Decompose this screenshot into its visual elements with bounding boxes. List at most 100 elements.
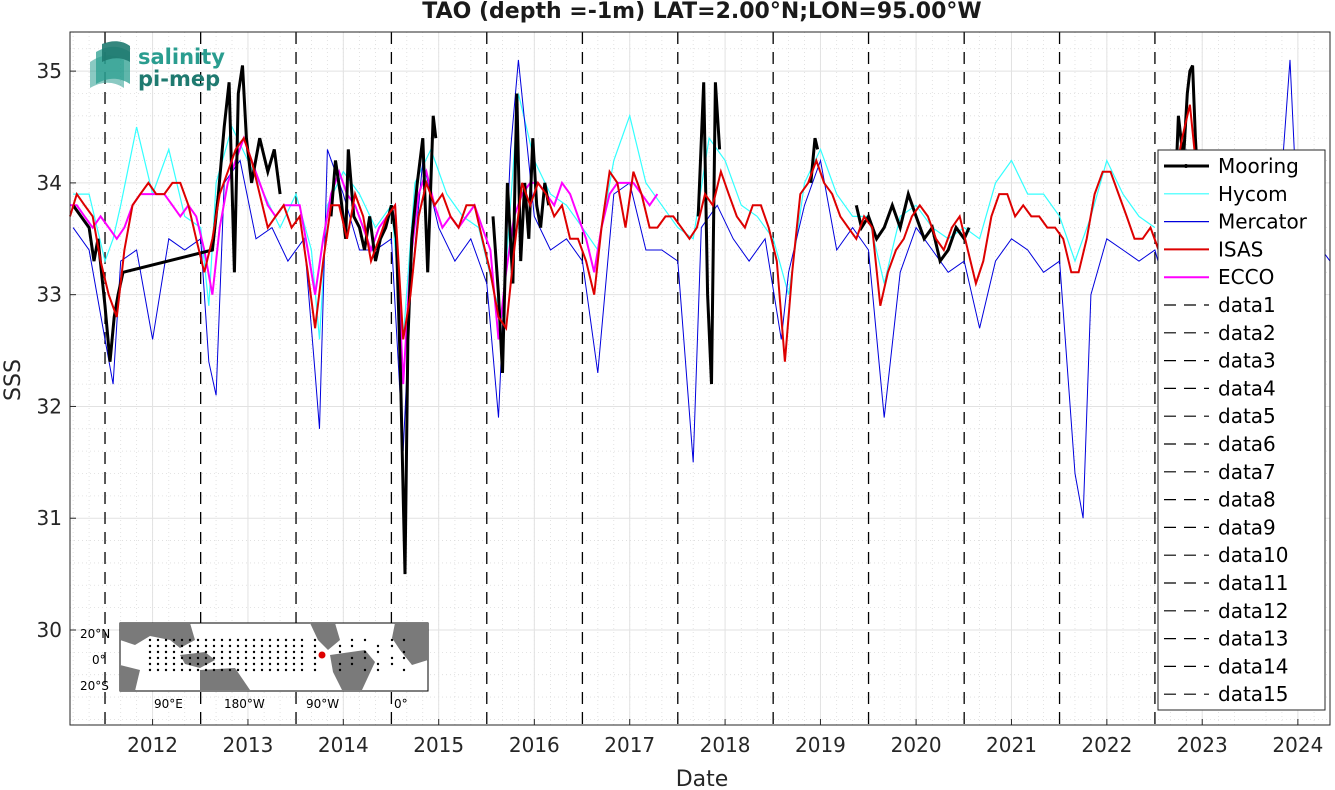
inset-buoy-dot (260, 668, 264, 672)
inset-buoy-dot (252, 662, 256, 666)
inset-landmasses (120, 623, 428, 691)
inset-buoy-dot (313, 650, 317, 654)
y-tick-label: 31 (37, 506, 62, 530)
inset-buoy-dot (284, 644, 288, 648)
inset-buoy-dot (164, 644, 168, 648)
legend-label-mooring: Mooring (1218, 154, 1299, 178)
inset-buoy-dot (363, 650, 367, 654)
inset-buoy-dot (244, 668, 248, 672)
inset-buoy-dot (313, 656, 317, 660)
inset-buoy-dot (196, 650, 200, 654)
inset-buoy-dot (376, 668, 380, 672)
inset-buoy-dot (148, 638, 152, 642)
inset-buoy-dot (350, 644, 354, 648)
inset-buoy-dot (156, 638, 160, 642)
logo-line-1: salinity (138, 45, 225, 69)
inset-buoy-dot (300, 644, 304, 648)
inset-buoy-dot (376, 650, 380, 654)
inset-buoy-dot (236, 656, 240, 660)
series-mooring-line (71, 65, 282, 362)
inset-lon-label-4: 0° (394, 697, 408, 711)
legend: Mooring Hycom Mercator ISAS ECCO data1 data2 da… (1157, 149, 1326, 711)
legend-label-data9: data9 (1218, 515, 1276, 539)
inset-buoy-dot (212, 644, 216, 648)
inset-buoy-dot (180, 656, 184, 660)
inset-buoy-dot (338, 650, 342, 654)
legend-label-data6: data6 (1218, 432, 1276, 456)
inset-buoy-dot (188, 668, 192, 672)
series-mercator-line (72, 59, 1331, 519)
inset-buoy-dot (180, 638, 184, 642)
legend-label-ecco: ECCO (1218, 265, 1274, 289)
inset-buoy-dot (276, 644, 280, 648)
inset-buoy-dot (292, 638, 296, 642)
inset-buoy-dot (313, 668, 317, 672)
inset-buoy-dot (276, 638, 280, 642)
inset-buoy-dot (220, 668, 224, 672)
inset-buoy-dot (204, 662, 208, 666)
inset-buoy-dot (363, 638, 367, 642)
inset-buoy-dot (292, 644, 296, 648)
series-mooring-line (491, 93, 551, 373)
x-tick-label: 2018 (700, 733, 751, 757)
logo-waves-icon (90, 41, 130, 88)
y-tick-label: 32 (37, 394, 62, 418)
inset-lon-label-3: 90°W (306, 697, 339, 711)
legend-label-data15: data15 (1218, 682, 1289, 706)
y-tick-label: 30 (37, 618, 62, 642)
inset-buoy-dot (172, 656, 176, 660)
inset-buoy-dot (292, 656, 296, 660)
series-layer (69, 59, 1331, 575)
inset-buoy-dot (284, 668, 288, 672)
inset-buoy-dot (350, 662, 354, 666)
year-boundary-lines (104, 32, 1156, 725)
inset-station-marker (318, 651, 326, 659)
inset-buoy-dot (402, 638, 406, 642)
inset-buoy-dot (220, 662, 224, 666)
legend-label-isas: ISAS (1218, 237, 1263, 261)
inset-buoy-dot (196, 644, 200, 648)
inset-buoy-dot (220, 644, 224, 648)
inset-buoy-dot (284, 656, 288, 660)
inset-buoy-dot (300, 668, 304, 672)
inset-buoy-dot (268, 662, 272, 666)
legend-label-data1: data1 (1218, 293, 1276, 317)
legend-label-data4: data4 (1218, 376, 1276, 400)
inset-buoy-dot (188, 662, 192, 666)
inset-buoy-dot (164, 650, 168, 654)
x-tick-label: 2014 (318, 733, 369, 757)
inset-buoy-dot (260, 656, 264, 660)
plot-frame (69, 31, 1331, 726)
inset-buoy-dot (284, 662, 288, 666)
x-tick-label: 2023 (1177, 733, 1228, 757)
inset-lon-label-1: 90°E (154, 697, 183, 711)
series-mooring-line (809, 137, 820, 184)
y-tick-label: 33 (37, 283, 62, 307)
inset-buoy-dot (228, 662, 232, 666)
inset-buoy-dot (402, 650, 406, 654)
inset-buoy-dot (284, 650, 288, 654)
inset-buoy-dot (313, 662, 317, 666)
inset-buoy-dot (180, 644, 184, 648)
inset-buoy-dot (376, 662, 380, 666)
inset-buoy-dot (180, 668, 184, 672)
inset-buoy-dot (148, 662, 152, 666)
inset-buoy-dot (244, 662, 248, 666)
y-axis-label: SSS (1, 359, 26, 401)
inset-buoy-dot (212, 662, 216, 666)
inset-buoy-array (148, 638, 406, 672)
inset-buoy-dot (292, 662, 296, 666)
inset-buoy-dot (164, 656, 168, 660)
series-isas-line (69, 104, 1196, 362)
inset-buoy-dot (212, 656, 216, 660)
inset-buoy-dot (338, 662, 342, 666)
salinity-pimep-logo: salinity pi-mep (90, 41, 225, 91)
legend-label-data2: data2 (1218, 321, 1276, 345)
inset-buoy-dot (276, 662, 280, 666)
inset-buoy-dot (300, 656, 304, 660)
inset-buoy-dot (363, 668, 367, 672)
inset-buoy-dot (268, 638, 272, 642)
inset-buoy-dot (276, 656, 280, 660)
inset-buoy-dot (284, 638, 288, 642)
